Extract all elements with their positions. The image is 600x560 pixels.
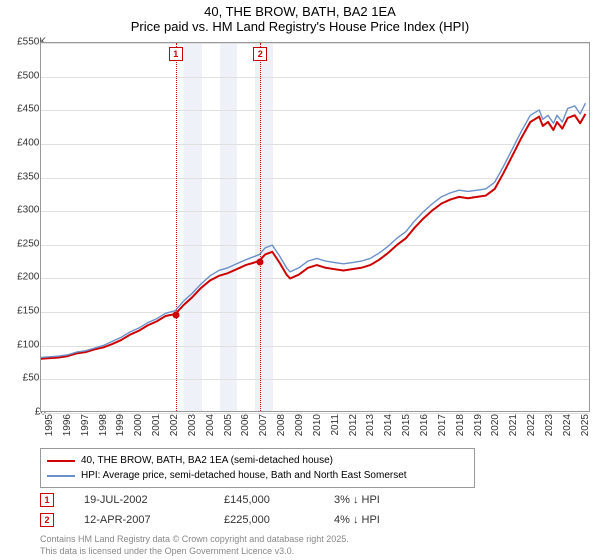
line-series bbox=[41, 43, 589, 411]
x-tick-label: 2017 bbox=[437, 414, 448, 444]
series-hpi bbox=[41, 103, 585, 357]
x-tick-label: 2012 bbox=[348, 414, 359, 444]
sales-table: 1 19-JUL-2002£145,0003% ↓ HPI 2 12-APR-2007… bbox=[40, 490, 434, 530]
sale-marker-box: 2 bbox=[253, 47, 267, 61]
x-tick-label: 2021 bbox=[508, 414, 519, 444]
plot-area: 12 bbox=[40, 42, 590, 412]
x-tick-label: 2003 bbox=[187, 414, 198, 444]
x-tick-label: 2020 bbox=[490, 414, 501, 444]
title-block: 40, THE BROW, BATH, BA2 1EA Price paid v… bbox=[0, 0, 600, 36]
series-property_price bbox=[41, 114, 585, 359]
sale-diff: 3% ↓ HPI bbox=[334, 494, 434, 506]
x-tick-label: 2019 bbox=[473, 414, 484, 444]
chart-subtitle: Price paid vs. HM Land Registry's House … bbox=[0, 19, 600, 34]
footer-line-1: Contains HM Land Registry data © Crown c… bbox=[40, 534, 349, 546]
sale-price: £225,000 bbox=[224, 514, 334, 526]
x-tick-label: 1998 bbox=[98, 414, 109, 444]
sales-row: 1 19-JUL-2002£145,0003% ↓ HPI bbox=[40, 490, 434, 510]
x-tick-label: 2024 bbox=[562, 414, 573, 444]
x-tick-label: 2001 bbox=[151, 414, 162, 444]
sales-row: 2 12-APR-2007£225,0004% ↓ HPI bbox=[40, 510, 434, 530]
x-tick-label: 2022 bbox=[526, 414, 537, 444]
x-tick-label: 2023 bbox=[544, 414, 555, 444]
footer-attribution: Contains HM Land Registry data © Crown c… bbox=[40, 534, 349, 557]
x-tick-label: 1997 bbox=[80, 414, 91, 444]
legend: 40, THE BROW, BATH, BA2 1EA (semi-detach… bbox=[40, 448, 475, 488]
x-tick-label: 1995 bbox=[44, 414, 55, 444]
sale-price: £145,000 bbox=[224, 494, 334, 506]
x-tick-label: 2009 bbox=[294, 414, 305, 444]
x-tick-label: 2014 bbox=[383, 414, 394, 444]
x-tick-label: 2006 bbox=[240, 414, 251, 444]
legend-text: 40, THE BROW, BATH, BA2 1EA (semi-detach… bbox=[81, 453, 333, 468]
x-tick-label: 2004 bbox=[205, 414, 216, 444]
x-tick-label: 2005 bbox=[223, 414, 234, 444]
x-tick-label: 2011 bbox=[330, 414, 341, 444]
x-tick-label: 2008 bbox=[276, 414, 287, 444]
x-tick-label: 2025 bbox=[580, 414, 591, 444]
x-tick-label: 1999 bbox=[115, 414, 126, 444]
x-tick-label: 2007 bbox=[258, 414, 269, 444]
x-tick-label: 2016 bbox=[419, 414, 430, 444]
legend-swatch bbox=[47, 460, 75, 462]
sale-date: 19-JUL-2002 bbox=[84, 494, 224, 506]
x-tick-label: 2015 bbox=[401, 414, 412, 444]
chart-container: 40, THE BROW, BATH, BA2 1EA Price paid v… bbox=[0, 0, 600, 560]
sale-diff: 4% ↓ HPI bbox=[334, 514, 434, 526]
sale-dot bbox=[172, 312, 179, 319]
sale-marker-box: 1 bbox=[40, 493, 54, 507]
legend-swatch bbox=[47, 475, 75, 477]
x-tick-label: 1996 bbox=[62, 414, 73, 444]
sale-marker-box: 1 bbox=[169, 47, 183, 61]
legend-row: 40, THE BROW, BATH, BA2 1EA (semi-detach… bbox=[47, 453, 468, 468]
x-tick-label: 2010 bbox=[312, 414, 323, 444]
x-tick-label: 2002 bbox=[169, 414, 180, 444]
gridline bbox=[41, 413, 589, 414]
legend-row: HPI: Average price, semi-detached house,… bbox=[47, 468, 468, 483]
x-tick-label: 2013 bbox=[365, 414, 376, 444]
x-tick-label: 2000 bbox=[133, 414, 144, 444]
x-tick-label: 2018 bbox=[455, 414, 466, 444]
sale-marker-box: 2 bbox=[40, 513, 54, 527]
sale-dot bbox=[257, 258, 264, 265]
legend-text: HPI: Average price, semi-detached house,… bbox=[81, 468, 407, 483]
sale-date: 12-APR-2007 bbox=[84, 514, 224, 526]
chart-title: 40, THE BROW, BATH, BA2 1EA bbox=[0, 4, 600, 19]
footer-line-2: This data is licensed under the Open Gov… bbox=[40, 546, 349, 558]
